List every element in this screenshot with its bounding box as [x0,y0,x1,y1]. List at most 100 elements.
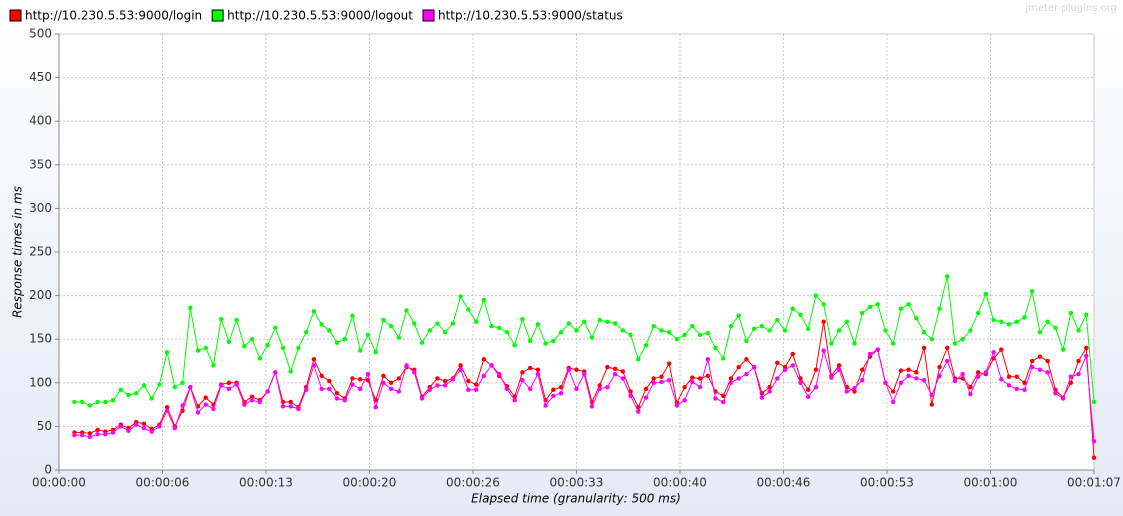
x-axis-title: Elapsed time (granularity: 500 ms) [471,492,681,506]
data-point [821,319,826,325]
data-point [249,336,255,342]
data-point [643,386,649,392]
data-point [535,322,541,327]
data-point [805,326,811,331]
data-point [157,424,162,429]
data-point [921,345,927,351]
data-point [87,434,93,440]
data-point [350,376,355,381]
data-point [373,404,378,410]
data-point [906,302,911,307]
data-point [597,317,602,323]
data-point [303,329,309,335]
y-axis-title: Response times in ms [11,186,25,318]
data-point [968,384,973,390]
data-point [211,363,216,368]
data-point [728,380,734,386]
data-point [960,371,965,377]
data-point [103,431,108,437]
data-point [188,384,193,390]
data-point [381,317,386,323]
data-point [898,368,904,373]
data-point [744,338,749,344]
data-point [234,317,239,323]
data-point [666,361,672,366]
data-point [991,350,996,355]
data-point [906,373,911,379]
data-point [458,363,463,368]
x-tick-label: 00:00:33 [550,476,604,490]
data-point [952,341,958,346]
data-point [890,389,896,394]
data-point [759,323,765,329]
y-tick-label: 250 [29,245,52,259]
y-tick-label: 0 [44,463,52,477]
data-point [798,312,803,318]
data-point [412,321,417,326]
data-point [543,403,548,408]
data-point [659,328,664,333]
data-point [744,371,749,377]
data-point [195,410,201,415]
data-point [975,370,981,375]
data-point [311,309,317,314]
data-point [466,378,471,384]
data-point [790,306,796,311]
y-tick-label: 50 [37,419,52,433]
legend-text: http://10.230.5.53:9000/login [25,9,202,23]
data-point [944,274,950,279]
data-point [87,403,93,408]
data-point [1014,386,1020,392]
data-point [157,382,162,387]
data-point [404,308,409,313]
data-point [481,297,487,303]
data-point [767,328,772,333]
data-point [357,348,363,353]
data-point [489,363,494,368]
data-point [388,323,394,329]
data-point [705,373,711,379]
data-point [666,329,672,335]
data-point [226,380,232,386]
data-point [867,351,873,357]
data-point [234,382,239,387]
data-point [435,383,440,388]
data-point [991,317,996,323]
data-point [466,387,471,393]
data-point [388,380,394,386]
data-point [551,393,556,399]
data-point [133,391,139,396]
data-point [836,367,842,372]
data-point [551,387,556,393]
data-point [736,364,741,370]
data-point [342,397,348,403]
data-point [1084,345,1089,351]
data-point [527,386,533,392]
data-point [388,386,394,392]
data-point [373,350,378,355]
data-point [79,399,85,405]
data-point [890,399,896,405]
data-point [110,397,116,403]
data-point [95,431,100,437]
data-point [612,371,618,377]
data-point [1053,391,1058,396]
data-point [504,386,510,392]
data-point [535,367,541,372]
data-point [265,389,270,394]
data-point [929,336,935,342]
data-point [744,357,749,362]
data-point [782,328,788,333]
data-point [543,341,548,346]
data-point [473,319,479,325]
data-point [450,377,456,382]
data-point [226,339,232,345]
y-tick-label: 300 [29,201,52,215]
data-point [937,364,942,370]
data-point [944,345,950,351]
data-point [836,363,842,368]
data-point [226,386,232,392]
data-point [242,343,247,349]
data-point [697,376,703,381]
data-point [975,310,981,316]
